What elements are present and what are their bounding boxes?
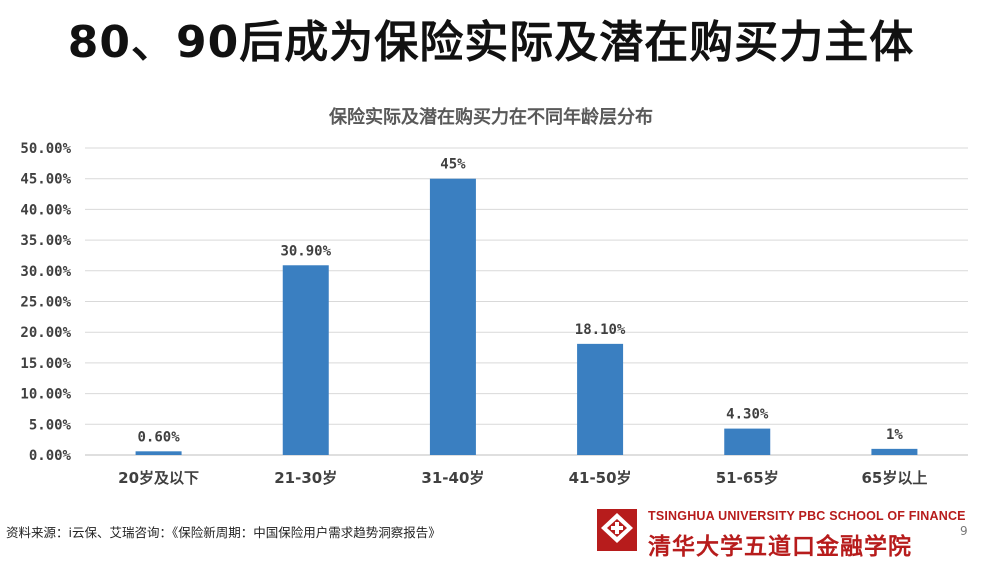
- x-tick-label: 21-30岁: [274, 469, 337, 487]
- x-tick-label: 20岁及以下: [118, 469, 199, 487]
- y-tick-label: 35.00%: [20, 233, 71, 249]
- x-tick-label: 65岁以上: [861, 469, 927, 487]
- y-tick-label: 50.00%: [20, 141, 71, 157]
- tsinghua-pbcsf-emblem-icon: [597, 509, 637, 551]
- logo-english: TSINGHUA UNIVERSITY PBC SCHOOL OF FINANC…: [648, 509, 966, 523]
- data-label: 45%: [440, 157, 466, 173]
- data-label: 1%: [886, 427, 903, 443]
- pbcsf-logo: TSINGHUA UNIVERSITY PBC SCHOOL OF FINANC…: [596, 506, 966, 560]
- chart-svg: 0.00% 5.00% 10.00% 15.00% 20.00% 25.00% 30.00%…: [20, 141, 968, 487]
- page-number: 9: [960, 524, 968, 538]
- chart-title: 保险实际及潜在购买力在不同年龄层分布: [329, 107, 653, 128]
- bar-chart: 保险实际及潜在购买力在不同年龄层分布 0.00% 5.00% 10.00% 15.00…: [0, 95, 982, 495]
- x-tick-label: 31-40岁: [421, 469, 484, 487]
- data-label: 4.30%: [726, 407, 769, 423]
- x-tick-label: 41-50岁: [569, 469, 632, 487]
- bar: [135, 451, 182, 455]
- y-tick-label: 30.00%: [20, 264, 71, 280]
- x-tick-label: 51-65岁: [716, 469, 779, 487]
- logo-chinese: 清华大学五道口金融学院: [648, 534, 912, 560]
- y-tick-label: 40.00%: [20, 202, 71, 218]
- bar: [577, 343, 624, 455]
- y-tick-label: 20.00%: [20, 325, 71, 341]
- bar: [429, 178, 476, 455]
- y-tick-label: 45.00%: [20, 172, 71, 188]
- bar: [871, 448, 918, 455]
- source-note: 资料来源：i云保、艾瑞咨询：《保险新周期：中国保险用户需求趋势洞察报告》: [6, 525, 441, 540]
- slide-title: 80、90后成为保险实际及潜在购买力主体: [67, 17, 915, 68]
- y-tick-label: 10.00%: [20, 387, 71, 403]
- y-tick-label: 0.00%: [29, 448, 72, 464]
- y-tick-label: 25.00%: [20, 295, 71, 311]
- y-tick-label: 15.00%: [20, 356, 71, 372]
- bar: [724, 428, 771, 455]
- data-label: 18.10%: [575, 322, 626, 338]
- y-tick-label: 5.00%: [29, 417, 72, 433]
- data-label: 0.60%: [138, 429, 181, 445]
- data-label: 30.90%: [280, 243, 331, 259]
- bar: [282, 265, 329, 455]
